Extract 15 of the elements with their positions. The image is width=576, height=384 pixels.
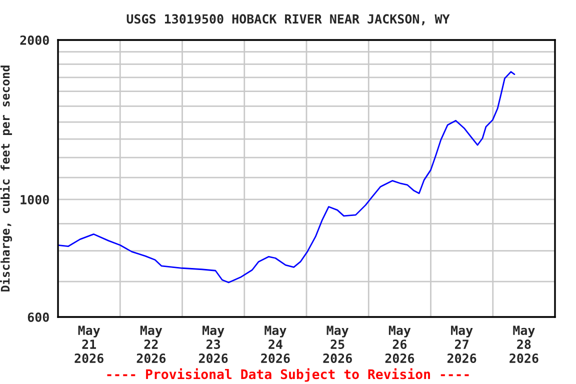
- y-tick-label: 2000: [20, 35, 49, 45]
- x-tick-label: May 28 2026: [510, 326, 538, 364]
- x-tick-label: May 23 2026: [198, 326, 228, 364]
- y-axis-title: Discharge, cubic feet per second: [0, 66, 12, 292]
- x-tick-label: May 24 2026: [261, 326, 290, 364]
- line-series: [58, 71, 516, 284]
- y-tick-label: 1000: [20, 194, 49, 204]
- x-tick-label: May 21 2026: [74, 326, 104, 364]
- y-tick-label: 600: [28, 312, 49, 322]
- x-tick-label: May 22 2026: [136, 326, 166, 364]
- chart-title: USGS 13019500 HOBACK RIVER NEAR JACKSON, WY: [126, 14, 450, 26]
- x-tick-label: May 25 2026: [323, 326, 352, 364]
- text: ---- Provisional Data Subject to Revision ----: [107, 368, 469, 382]
- x-tick-label: May 27 2026: [447, 326, 476, 364]
- x-tick-label: May 26 2026: [385, 326, 414, 364]
